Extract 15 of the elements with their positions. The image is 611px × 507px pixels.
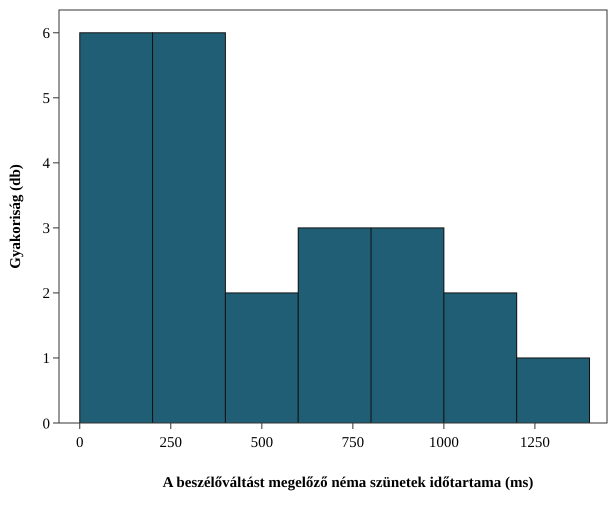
y-tick-label: 6 [42, 26, 50, 42]
x-tick-label: 750 [342, 435, 364, 451]
x-tick-label: 1250 [520, 435, 550, 451]
y-tick-label: 3 [42, 221, 50, 238]
y-axis-title: Gyakoriság (db) [8, 164, 24, 269]
y-tick-label: 2 [42, 286, 50, 302]
y-tick-label: 0 [42, 416, 50, 432]
y-tick-label: 1 [42, 351, 50, 368]
x-tick-label: 500 [250, 435, 274, 451]
x-axis-title: A beszélőváltást megelőző néma szünetek időtartama (ms) [162, 475, 534, 491]
x-tick-label: 250 [160, 435, 182, 451]
y-tick-label: 5 [42, 91, 50, 108]
x-tick-label: 1000 [428, 435, 459, 451]
y-tick-label: 4 [42, 156, 50, 172]
x-tick-label: 0 [76, 435, 84, 451]
